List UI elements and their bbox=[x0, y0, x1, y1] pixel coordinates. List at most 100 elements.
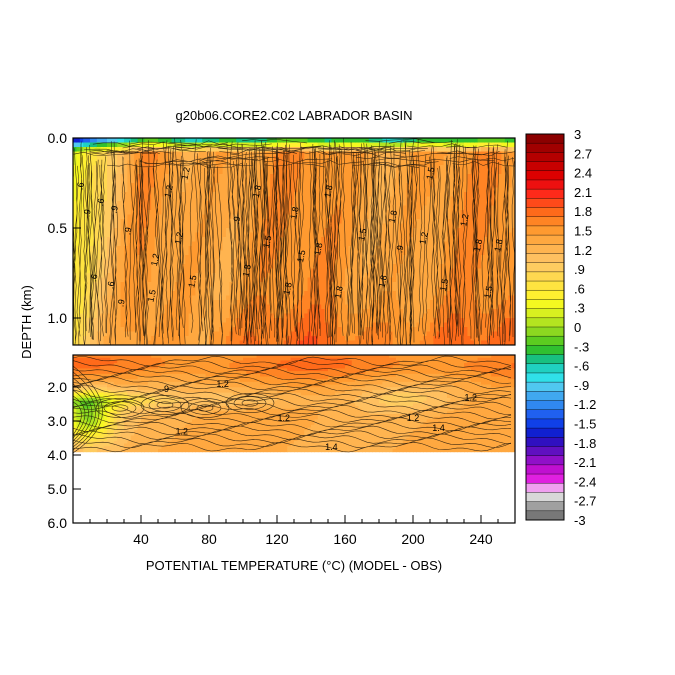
contour-label: 1.8 bbox=[377, 274, 389, 288]
contour-label: .9 bbox=[81, 208, 92, 217]
colorbar-swatch bbox=[526, 161, 564, 172]
colorbar-label: 1.2 bbox=[574, 243, 592, 258]
colorbar-swatch bbox=[526, 281, 564, 291]
colorbar-swatch bbox=[526, 372, 564, 383]
colorbar-swatch bbox=[526, 262, 564, 273]
colorbar-swatch bbox=[526, 400, 564, 411]
contour-label: 1.8 bbox=[288, 206, 300, 220]
contour-label: .6 bbox=[88, 273, 99, 282]
colorbar-label: -2.4 bbox=[574, 474, 596, 489]
colorbar-label: -.9 bbox=[574, 378, 589, 393]
colorbar-swatch bbox=[526, 152, 564, 162]
contour-label: 1.2 bbox=[458, 213, 470, 227]
contour-label: 1.8 bbox=[251, 184, 263, 198]
chart-title: g20b06.CORE2.C02 LABRADOR BASIN bbox=[176, 108, 413, 123]
contour-label: .9 bbox=[115, 298, 126, 307]
x-tick-label: 120 bbox=[265, 531, 289, 547]
colorbar-swatch bbox=[526, 354, 564, 365]
colorbar-swatch bbox=[526, 446, 564, 457]
contour-label: 1.2 bbox=[278, 413, 291, 423]
contour-label: 1.8 bbox=[322, 184, 334, 198]
contour-label: .9 bbox=[231, 215, 242, 224]
lower-contour-labels: 9 1.2 1.2 1.2 1.2 1.4 1.4 1.2 bbox=[164, 379, 477, 452]
contour-label: .6 bbox=[95, 197, 106, 206]
colorbar-swatch bbox=[526, 207, 564, 218]
lower-contours bbox=[73, 355, 512, 454]
colorbar-swatch bbox=[526, 474, 564, 484]
colorbar-swatch bbox=[526, 225, 564, 236]
x-tick-label: 200 bbox=[401, 531, 425, 547]
colorbar-swatch bbox=[526, 492, 564, 503]
contour-label: 1.2 bbox=[465, 393, 478, 403]
colorbar-swatch bbox=[526, 179, 564, 190]
colorbar-swatch bbox=[526, 510, 564, 521]
contour-label: 1.2 bbox=[176, 427, 189, 437]
colorbar-swatch bbox=[526, 391, 564, 401]
y-tick-label: 4.0 bbox=[48, 447, 68, 463]
x-ticks: 40 80 120 160 200 240 bbox=[89, 515, 499, 547]
colorbar-swatch bbox=[526, 428, 564, 438]
colorbar-label: 1.5 bbox=[574, 224, 592, 239]
y-tick-label: 3.0 bbox=[48, 413, 68, 429]
colorbar-label: .3 bbox=[574, 301, 585, 316]
colorbar-swatch bbox=[526, 308, 564, 319]
contour-label: 1.5 bbox=[186, 274, 198, 288]
lower-y-ticks: 2.0 3.0 4.0 5.0 6.0 bbox=[48, 379, 81, 531]
colorbar-label: 3 bbox=[574, 127, 581, 142]
colorbar-swatch bbox=[526, 271, 564, 282]
contour-label: 1.2 bbox=[417, 231, 429, 245]
colorbar-label: -1.5 bbox=[574, 417, 596, 432]
x-tick-label: 80 bbox=[201, 531, 217, 547]
contour-label: 1.2 bbox=[162, 184, 174, 198]
colorbar-swatch bbox=[526, 363, 564, 374]
colorbar-label: 2.4 bbox=[574, 166, 592, 181]
colorbar: 3 2.7 2.4 2.1 1.8 1.5 1.2 .9 .6 .3 0 -.3 -.6 -.9 -1.2 -… bbox=[525, 127, 596, 528]
colorbar-swatch bbox=[526, 345, 564, 355]
contour-label: 1.5 bbox=[295, 249, 307, 263]
colorbar-label: .6 bbox=[574, 281, 585, 296]
colorbar-swatch bbox=[526, 235, 564, 245]
upper-field bbox=[73, 138, 515, 345]
contour-label: 1.5 bbox=[482, 285, 494, 299]
colorbar-label: .9 bbox=[574, 262, 585, 277]
colorbar-label: 1.8 bbox=[574, 204, 592, 219]
colorbar-swatch bbox=[526, 317, 564, 328]
colorbar-swatch bbox=[526, 327, 564, 337]
contour-label: 1.2 bbox=[407, 413, 420, 423]
colorbar-label: 2.1 bbox=[574, 185, 592, 200]
contour-label: .6 bbox=[105, 280, 116, 289]
contour-label: 1.8 bbox=[241, 263, 253, 277]
y-tick-label: 0.0 bbox=[48, 130, 68, 146]
colorbar-label: -.3 bbox=[574, 339, 589, 354]
colorbar-swatch bbox=[526, 134, 564, 144]
contour-label: 1.2 bbox=[173, 231, 185, 245]
contour-label: 1.8 bbox=[281, 281, 293, 295]
contour-label: 1.8 bbox=[492, 238, 504, 252]
colorbar-swatch bbox=[526, 483, 564, 493]
colorbar-swatch bbox=[526, 198, 564, 208]
colorbar-swatch bbox=[526, 170, 564, 181]
contour-label: 1.8 bbox=[332, 285, 344, 299]
y-tick-label: 6.0 bbox=[48, 515, 68, 531]
colorbar-swatch bbox=[526, 382, 564, 392]
colorbar-swatch bbox=[526, 189, 564, 199]
colorbar-swatch bbox=[526, 437, 564, 447]
contour-label: 1.5 bbox=[424, 166, 436, 180]
contour-label: 1.5 bbox=[356, 227, 368, 241]
contour-label: 1.2 bbox=[149, 253, 161, 267]
colorbar-label: -3 bbox=[574, 513, 586, 528]
x-axis-label: POTENTIAL TEMPERATURE (°C) (MODEL - OBS) bbox=[146, 558, 442, 573]
x-tick-label: 40 bbox=[133, 531, 149, 547]
colorbar-label: -1.8 bbox=[574, 436, 596, 451]
colorbar-swatch bbox=[526, 336, 564, 346]
colorbar-label: -.6 bbox=[574, 359, 589, 374]
colorbar-swatch bbox=[526, 418, 564, 429]
lower-panel: 9 1.2 1.2 1.2 1.2 1.4 1.4 1.2 2.0 3.0 4.0 5.0 6.0 4… bbox=[48, 354, 516, 547]
colorbar-swatch bbox=[526, 253, 564, 264]
colorbar-label: -2.7 bbox=[574, 494, 596, 509]
upper-contour-labels: .6.9.6.9.6.6.9.91.21.21.21.51.21.5.91.81… bbox=[75, 166, 505, 307]
x-tick-label: 160 bbox=[333, 531, 357, 547]
y-tick-label: 1.0 bbox=[48, 310, 68, 326]
x-tick-label: 240 bbox=[469, 531, 493, 547]
